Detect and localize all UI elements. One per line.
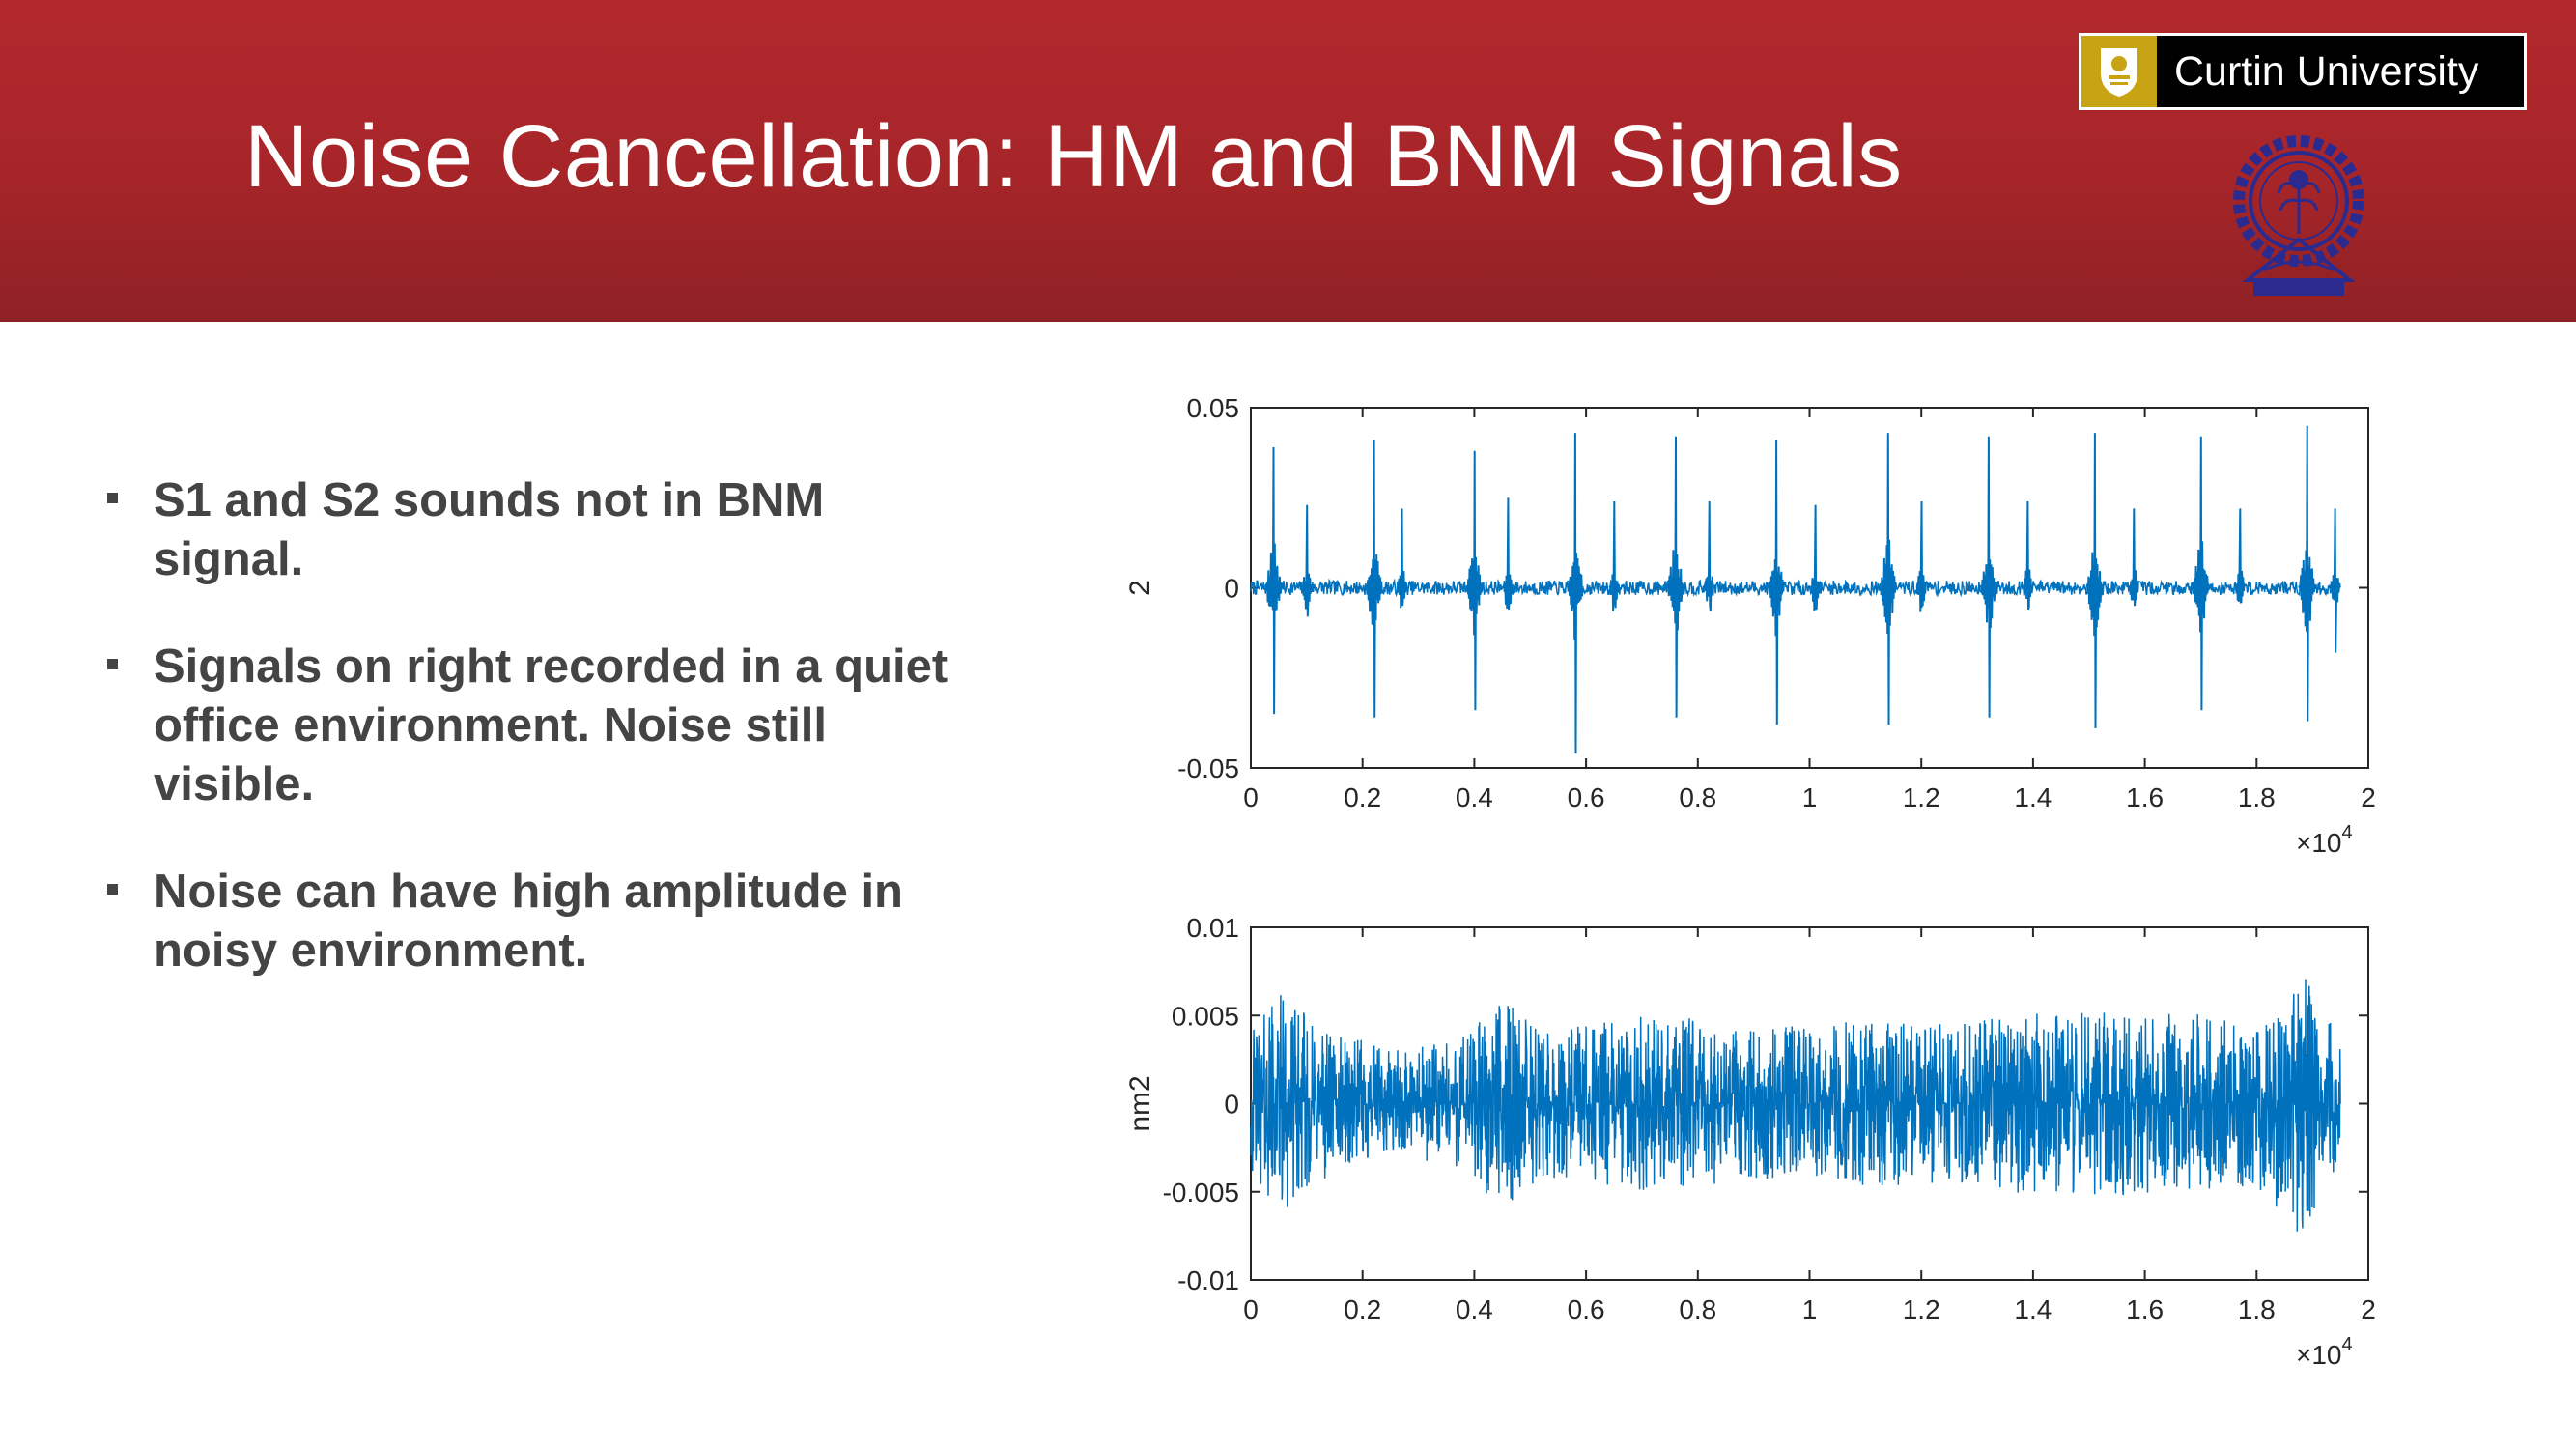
bullet-item: S1 and S2 sounds not in BNM signal. <box>101 471 951 589</box>
y-axis-label: nm2 <box>1124 1075 1156 1131</box>
bullet-marker <box>107 493 118 503</box>
y-tick-label: 0.01 <box>1187 913 1240 943</box>
noise-trace <box>1250 979 2341 1232</box>
y-tick-label: 0 <box>1224 574 1239 604</box>
curtin-logo-text: Curtin University <box>2174 47 2479 95</box>
s2-peak <box>1608 500 1620 611</box>
x-tick-label: 0.2 <box>1344 782 1381 812</box>
s2-peak <box>2128 508 2139 607</box>
s2-peak <box>1396 508 1407 609</box>
x-multiplier-exponent: 4 <box>2342 1334 2353 1355</box>
x-tick-label: 2 <box>2361 782 2376 812</box>
x-tick-label: 1.4 <box>2014 1294 2052 1324</box>
y-tick-label: 0.005 <box>1172 1001 1239 1031</box>
bullet-marker <box>107 659 118 669</box>
s1-peak <box>1365 440 1383 718</box>
x-tick-label: 2 <box>2361 1294 2376 1324</box>
y-axis-label: 2 <box>1124 580 1156 596</box>
x-tick-label: 1.2 <box>1903 1294 1940 1324</box>
x-tick-label: 0.8 <box>1679 1294 1716 1324</box>
x-tick-label: 1 <box>1802 1294 1818 1324</box>
x-tick-label: 0.6 <box>1568 782 1605 812</box>
s1-peak <box>1666 436 1684 718</box>
s1-peak <box>1264 446 1283 715</box>
institute-seal-icon <box>2233 135 2364 296</box>
x-tick-label: 0.4 <box>1456 1294 1493 1324</box>
s2-peak <box>1703 500 1714 611</box>
x-tick-label: 1.8 <box>2238 1294 2276 1324</box>
x-tick-label: 1.6 <box>2126 782 2164 812</box>
y-tick-label: -0.01 <box>1177 1265 1239 1295</box>
s1-peak <box>1979 436 1997 718</box>
s1-peak <box>1566 433 1584 754</box>
bnm-signal-chart: 0 0.2 0.4 0.6 0.8 1 1.2 1.4 1.6 1.8 2 -0.01 -0.005 0 0… <box>1124 913 2376 1370</box>
x-tick-label: 0 <box>1243 782 1259 812</box>
bullet-item: Signals on right recorded in a quiet off… <box>101 638 951 814</box>
s1-peak <box>2192 436 2210 711</box>
x-tick-label: 1 <box>1802 782 1818 812</box>
bullet-text: Noise can have high amplitude in noisy e… <box>154 866 903 977</box>
y-tick-label: -0.005 <box>1163 1178 1239 1208</box>
x-tick-label: 0.8 <box>1679 782 1716 812</box>
s1-peak <box>2085 433 2104 729</box>
s2-peak <box>2329 508 2340 653</box>
hm-signal-chart: 0 0.2 0.4 0.6 0.8 1 1.2 1.4 1.6 1.8 2-0.0500.052×1… <box>1124 393 2376 858</box>
curtin-university-logo: Curtin University <box>2079 33 2527 110</box>
y-tick-label: 0 <box>1224 1090 1239 1120</box>
s2-peak <box>1915 500 1927 612</box>
s2-peak <box>1809 504 1821 611</box>
s1-peak <box>1465 450 1484 711</box>
x-tick-label: 0 <box>1243 1294 1259 1324</box>
x-tick-label: 0.4 <box>1456 782 1493 812</box>
x-tick-label: 1.6 <box>2126 1294 2164 1324</box>
x-tick-label: 0.6 <box>1568 1294 1605 1324</box>
bullet-text: S1 and S2 sounds not in BNM signal. <box>154 474 825 585</box>
s1-peak <box>1767 440 1785 725</box>
curtin-crest-icon <box>2081 36 2157 107</box>
slide-title: Noise Cancellation: HM and BNM Signals <box>244 107 1903 206</box>
bullet-item: Noise can have high amplitude in noisy e… <box>101 863 951 980</box>
s2-peak <box>1301 504 1313 617</box>
s2-peak <box>2234 508 2246 604</box>
x-multiplier-exponent: 4 <box>2342 822 2353 843</box>
x-multiplier-label: ×104 <box>2296 822 2353 858</box>
s2-peak <box>2022 500 2033 611</box>
s1-peak <box>2298 425 2316 722</box>
s1-peak <box>1879 433 1897 725</box>
y-tick-label: -0.05 <box>1177 753 1239 783</box>
bullet-text: Signals on right recorded in a quiet off… <box>154 640 948 810</box>
s2-peak <box>1502 497 1514 610</box>
axes-frame: 0 0.2 0.4 0.6 0.8 1 1.2 1.4 1.6 1.8 2-0.0500.052×1… <box>1124 393 2376 858</box>
bullet-list: S1 and S2 sounds not in BNM signal. Sign… <box>101 471 951 1029</box>
x-tick-label: 0.2 <box>1344 1294 1381 1324</box>
bullet-marker <box>107 884 118 895</box>
baseline-noise-trace <box>1250 578 2341 598</box>
x-tick-label: 1.4 <box>2014 782 2052 812</box>
x-multiplier-label: ×104 <box>2296 1334 2353 1370</box>
x-tick-label: 1.2 <box>1903 782 1940 812</box>
x-tick-label: 1.8 <box>2238 782 2276 812</box>
y-tick-label: 0.05 <box>1187 393 1240 423</box>
